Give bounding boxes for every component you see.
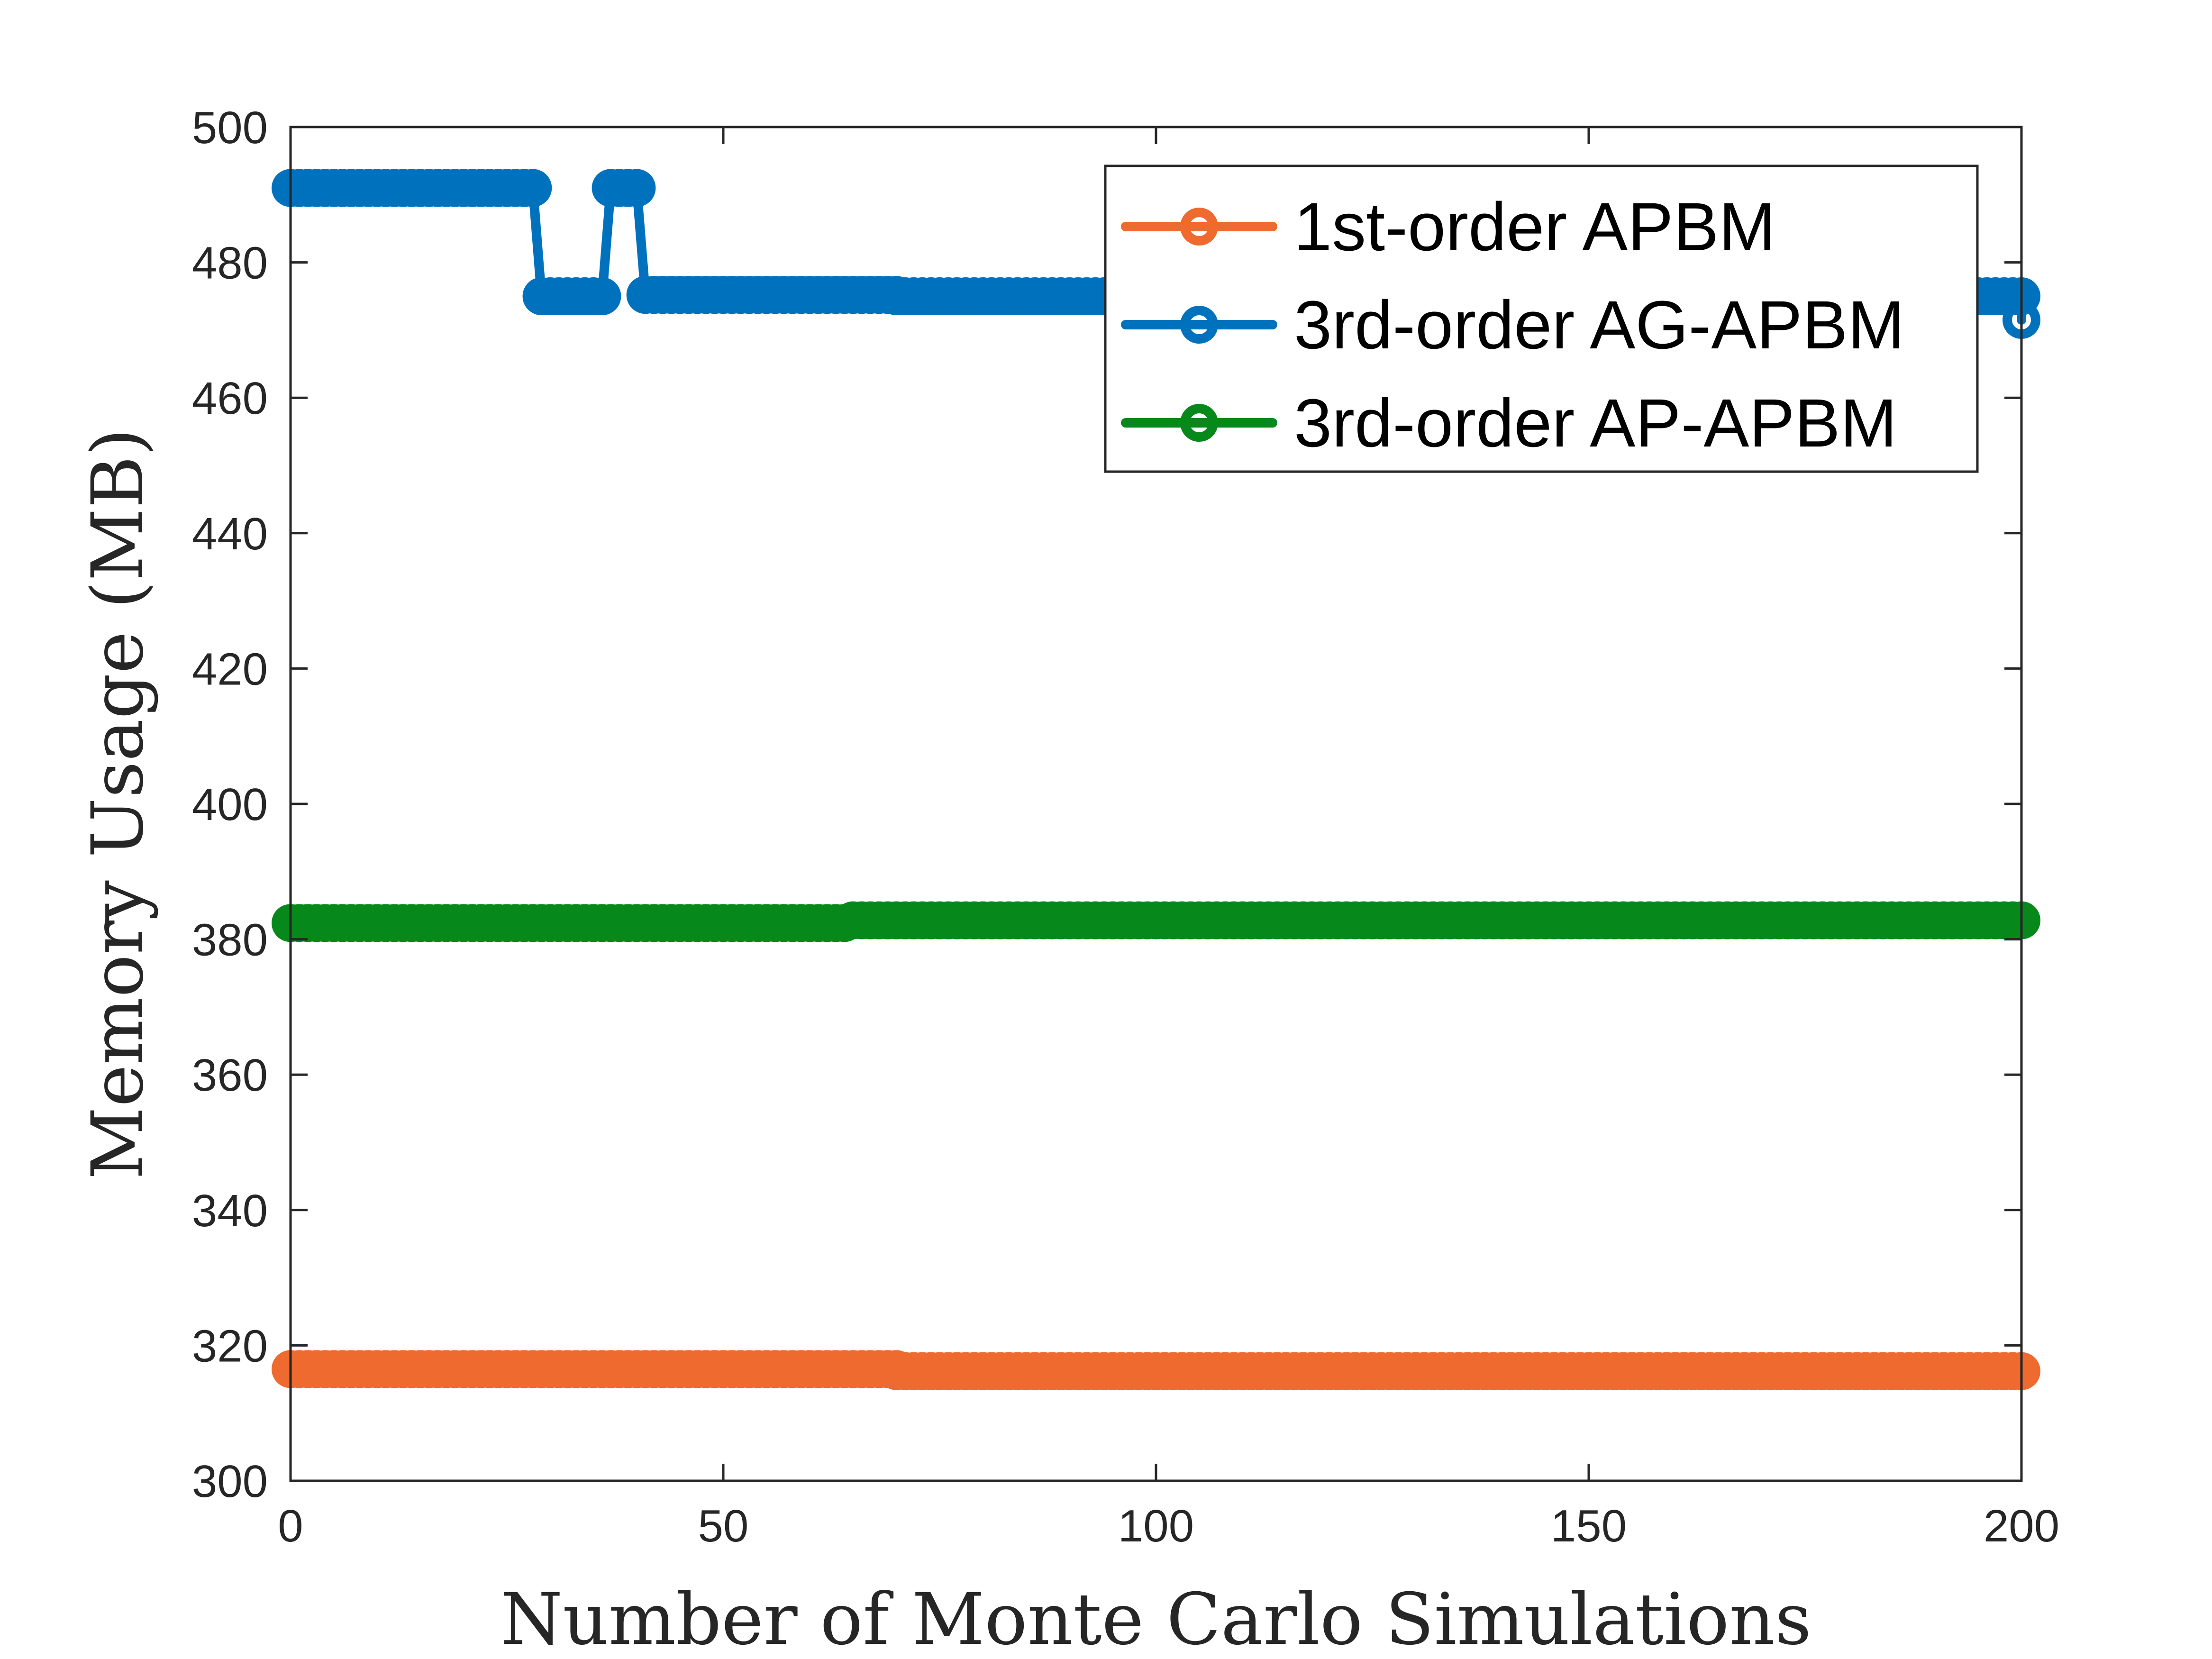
- legend: 1st-order APBM 3rd-order AG-APBM 3rd-order…: [1104, 164, 1979, 473]
- data-point: [618, 169, 656, 207]
- legend-marker-icon: [1180, 306, 1218, 344]
- y-tick-label: 380: [192, 915, 268, 966]
- legend-item: 1st-order APBM: [1121, 189, 1775, 265]
- y-tick-label: 320: [192, 1321, 268, 1371]
- y-tick-label: 340: [192, 1185, 268, 1236]
- y-tick-label: 460: [192, 373, 268, 424]
- y-tick-label: 500: [192, 102, 268, 153]
- x-tick-label: 50: [698, 1501, 749, 1551]
- y-tick-label: 300: [192, 1456, 268, 1507]
- legend-marker-icon: [1180, 208, 1218, 246]
- legend-items: 1st-order APBM 3rd-order AG-APBM 3rd-order…: [1121, 189, 1904, 461]
- x-tick-label: 150: [1551, 1501, 1627, 1551]
- legend-label: 3rd-order AG-APBM: [1294, 287, 1904, 363]
- ticks-layer: 0 50 100 150 200 300 320 340 360 380 400 420 440 460 4…: [192, 102, 2059, 1551]
- series-3: [272, 901, 2040, 942]
- data-point: [514, 169, 552, 207]
- series-1: [272, 1350, 2040, 1390]
- legend-label: 3rd-order AP-APBM: [1294, 385, 1897, 461]
- x-axis-title: Number of Monte Carlo Simulations: [501, 1578, 1811, 1659]
- y-tick-label: 400: [192, 779, 268, 830]
- x-tick-label: 100: [1118, 1501, 1194, 1551]
- legend-item: 3rd-order AG-APBM: [1121, 287, 1904, 363]
- y-tick-label: 440: [192, 509, 268, 559]
- y-tick-label: 480: [192, 238, 268, 289]
- data-point: [583, 277, 621, 315]
- legend-marker-icon: [1180, 404, 1218, 442]
- legend-label: 1st-order APBM: [1294, 189, 1775, 265]
- y-tick-label: 420: [192, 644, 268, 694]
- legend-item: 3rd-order AP-APBM: [1121, 385, 1897, 461]
- y-axis-title: Memory Usage (MB): [77, 428, 159, 1179]
- y-tick-label: 360: [192, 1050, 268, 1101]
- x-tick-label: 0: [278, 1501, 303, 1551]
- x-tick-label: 200: [1984, 1501, 2059, 1551]
